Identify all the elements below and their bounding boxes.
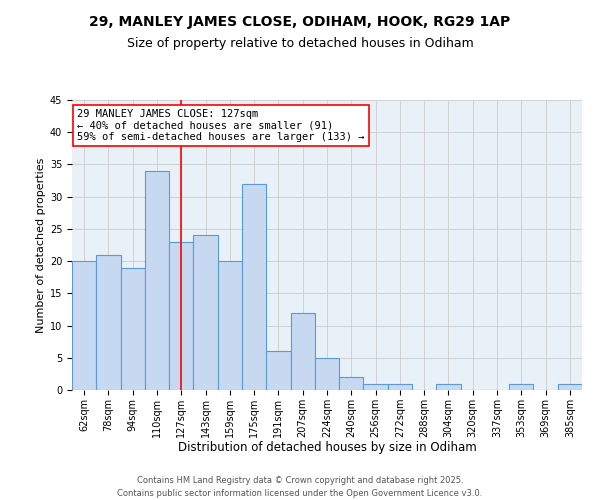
Bar [145, 171, 169, 390]
Bar [388, 384, 412, 390]
Bar [290, 312, 315, 390]
Bar [72, 261, 96, 390]
Bar [193, 236, 218, 390]
Text: Contains HM Land Registry data © Crown copyright and database right 2025.
Contai: Contains HM Land Registry data © Crown c… [118, 476, 482, 498]
Text: 29, MANLEY JAMES CLOSE, ODIHAM, HOOK, RG29 1AP: 29, MANLEY JAMES CLOSE, ODIHAM, HOOK, RG… [89, 15, 511, 29]
Y-axis label: Number of detached properties: Number of detached properties [35, 158, 46, 332]
Bar [339, 377, 364, 390]
Bar [242, 184, 266, 390]
Bar [315, 358, 339, 390]
Bar [266, 352, 290, 390]
Bar [364, 384, 388, 390]
Bar [509, 384, 533, 390]
Bar [558, 384, 582, 390]
Bar [96, 254, 121, 390]
Bar [218, 261, 242, 390]
X-axis label: Distribution of detached houses by size in Odiham: Distribution of detached houses by size … [178, 442, 476, 454]
Text: Size of property relative to detached houses in Odiham: Size of property relative to detached ho… [127, 38, 473, 51]
Text: 29 MANLEY JAMES CLOSE: 127sqm
← 40% of detached houses are smaller (91)
59% of s: 29 MANLEY JAMES CLOSE: 127sqm ← 40% of d… [77, 108, 365, 142]
Bar [436, 384, 461, 390]
Bar [169, 242, 193, 390]
Bar [121, 268, 145, 390]
